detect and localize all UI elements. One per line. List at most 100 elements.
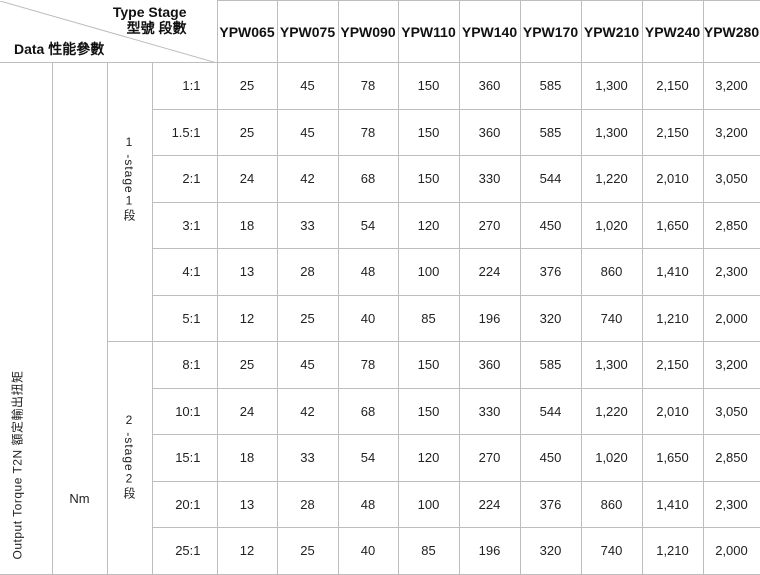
corner-header: Type Stage 型號 段數 Data 性能參數 [0,0,218,63]
torque-value: 320 [519,527,582,575]
table-row: 25:1 12 25 40 85 196 320 740 1,210 2,000 [0,527,760,575]
torque-value: 376 [519,248,582,296]
torque-value: 1,410 [641,480,704,528]
torque-value: 68 [337,155,399,203]
model-header-ypw170: YPW170 [519,0,582,63]
torque-value: 3,050 [702,387,760,435]
table-row: 2 -stage2段 8:1 25 45 78 150 360 585 1,300 2,150 3,… [0,341,760,575]
torque-value: 1,210 [641,527,704,575]
torque-value: 2,010 [641,155,704,203]
torque-value: 1,410 [641,248,704,296]
model-header-ypw110: YPW110 [397,0,460,63]
torque-value: 100 [397,480,460,528]
torque-value: 2,850 [702,201,760,249]
torque-value: 48 [337,248,399,296]
torque-value: 54 [337,434,399,482]
torque-value: 330 [458,387,521,435]
type-stage-zh: 型號 段數 [126,19,187,36]
unit-cell: Nm [51,62,108,575]
torque-value: 3,200 [702,341,760,389]
diagonal-divider [0,0,217,63]
ratio-cell: 2:1 [151,155,218,203]
torque-value: 100 [397,248,460,296]
torque-value: 1,210 [641,294,704,342]
torque-value: 1,650 [641,201,704,249]
torque-value: 2,850 [702,434,760,482]
model-header-ypw280: YPW280 [702,0,760,63]
torque-value: 18 [216,201,278,249]
model-header-ypw065: YPW065 [216,0,278,63]
torque-value: 2,000 [702,294,760,342]
torque-value: 78 [337,108,399,156]
ratio-cell: 5:1 [151,294,218,342]
torque-value: 544 [519,387,582,435]
torque-value: 860 [580,480,643,528]
torque-value: 78 [337,62,399,110]
model-header-ypw090: YPW090 [337,0,399,63]
torque-value: 196 [458,294,521,342]
ratio-cell: 10:1 [151,387,218,435]
torque-value: 25 [216,108,278,156]
torque-value: 2,150 [641,341,704,389]
table-row: 1.5:1 25 45 78 150 360 585 1,300 2,150 3,200 [0,108,760,156]
ratio-cell: 8:1 [151,341,218,389]
stage-cell-1: 1 -stage1段 [106,62,153,342]
torque-value: 12 [216,294,278,342]
ratio-cell: 1.5:1 [151,108,218,156]
torque-value: 150 [397,155,460,203]
torque-value: 860 [580,248,643,296]
torque-value: 1,300 [580,341,643,389]
model-header-ypw075: YPW075 [276,0,339,63]
torque-value: 28 [276,480,339,528]
torque-value: 270 [458,434,521,482]
torque-value: 45 [276,108,339,156]
torque-value: 45 [276,62,339,110]
torque-value: 28 [276,248,339,296]
torque-value: 25 [216,341,278,389]
stage-text: -stage [122,432,136,472]
stage-number-2: 1 [122,193,136,209]
torque-value: 2,000 [702,527,760,575]
model-header-ypw240: YPW240 [641,0,704,63]
torque-value: 450 [519,201,582,249]
header-row: Type Stage 型號 段數 Data 性能參數 YPW065 YPW075 Y… [0,0,760,63]
torque-value: 42 [276,155,339,203]
torque-value: 360 [458,341,521,389]
torque-value: 24 [216,387,278,435]
stage-number: 2 [122,412,136,428]
torque-value: 85 [397,294,460,342]
torque-value: 376 [519,480,582,528]
type-stage-label: Type Stage 型號 段數 [113,4,187,36]
torque-value: 150 [397,62,460,110]
torque-value: 2,300 [702,480,760,528]
ratio-cell: 15:1 [151,434,218,482]
ratio-cell: 20:1 [151,480,218,528]
torque-value: 740 [580,527,643,575]
torque-value: 25 [276,294,339,342]
stage-zh: 段 [122,208,136,222]
torque-value: 2,300 [702,248,760,296]
parameter-name-cell: Output Torque T2N 額定輸出扭矩 [0,62,53,575]
torque-value: 1,020 [580,201,643,249]
torque-value: 1,020 [580,434,643,482]
torque-value: 3,200 [702,62,760,110]
torque-value: 40 [337,527,399,575]
table-row: 15:1 18 33 54 120 270 450 1,020 1,650 2,850 [0,434,760,482]
torque-value: 85 [397,527,460,575]
torque-value: 54 [337,201,399,249]
parameter-name: Output Torque T2N 額定輸出扭矩 [10,370,25,559]
stage-number: 1 [122,135,136,150]
torque-value: 40 [337,294,399,342]
torque-value: 740 [580,294,643,342]
torque-value: 450 [519,434,582,482]
torque-value: 33 [276,434,339,482]
torque-value: 2,150 [641,108,704,156]
torque-value: 1,650 [641,434,704,482]
table-row: 2:1 24 42 68 150 330 544 1,220 2,010 3,050 [0,155,760,203]
stage-label: 1 -stage1段 [121,135,138,222]
torque-value: 25 [276,527,339,575]
torque-value: 24 [216,155,278,203]
torque-value: 2,150 [641,62,704,110]
torque-value: 68 [337,387,399,435]
